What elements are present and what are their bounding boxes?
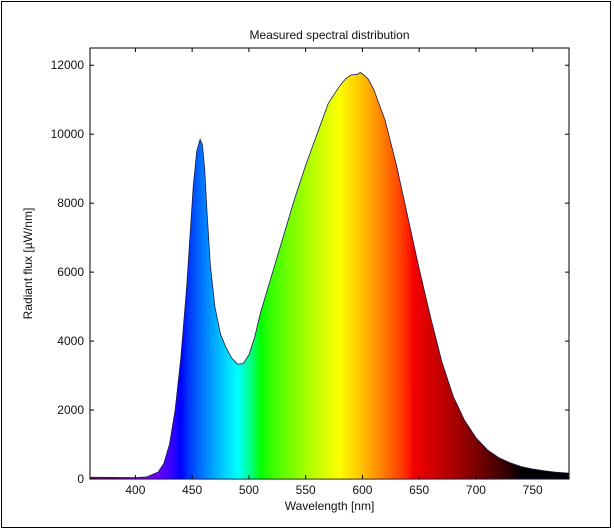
y-axis-label: Radiant flux [µW/nm] bbox=[21, 208, 35, 320]
x-tick-label: 450 bbox=[182, 483, 202, 497]
x-tick-label: 500 bbox=[239, 483, 259, 497]
chart-title: Measured spectral distribution bbox=[249, 28, 409, 42]
x-tick-label: 400 bbox=[125, 483, 145, 497]
x-tick-label: 750 bbox=[523, 483, 543, 497]
x-axis-label: Wavelength [nm] bbox=[285, 499, 375, 513]
x-tick-label: 650 bbox=[409, 483, 429, 497]
spectrum-area bbox=[90, 72, 569, 479]
y-tick-label: 12000 bbox=[51, 58, 85, 72]
y-tick-label: 0 bbox=[77, 472, 84, 486]
x-tick-label: 700 bbox=[466, 483, 486, 497]
y-tick-label: 4000 bbox=[57, 334, 84, 348]
y-tick-label: 6000 bbox=[57, 265, 84, 279]
y-tick-label: 10000 bbox=[51, 127, 85, 141]
y-tick-label: 8000 bbox=[57, 196, 84, 210]
x-tick-label: 550 bbox=[296, 483, 316, 497]
x-tick-label: 600 bbox=[352, 483, 372, 497]
y-tick-label: 2000 bbox=[57, 403, 84, 417]
